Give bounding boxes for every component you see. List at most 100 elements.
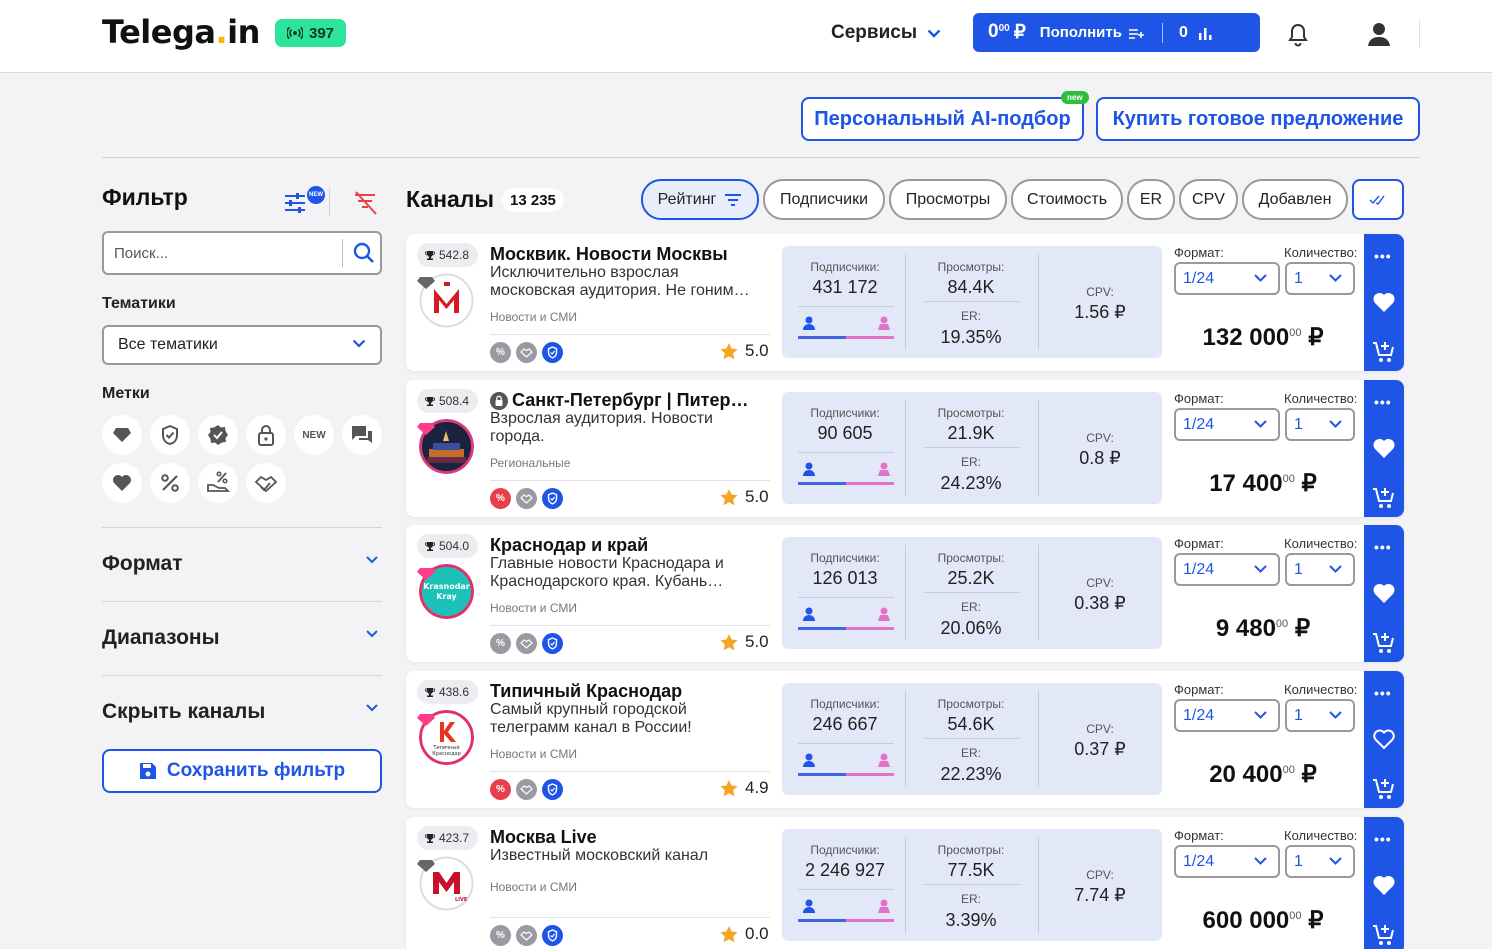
channel-card[interactable]: 438.6 Типичный Краснодар Типичный Краснод…: [406, 671, 1404, 808]
tag-hand-percent[interactable]: [198, 463, 238, 503]
format-select[interactable]: 1/24: [1174, 408, 1280, 441]
quantity-select[interactable]: 1: [1285, 845, 1355, 878]
subscribers-value: 90 605: [817, 423, 873, 443]
format-label: Формат:: [1174, 682, 1224, 697]
er-label: ER:: [960, 600, 981, 614]
sort-cost[interactable]: Стоимость: [1011, 179, 1123, 220]
channel-avatar[interactable]: LIVE: [419, 856, 474, 911]
tag-handshake[interactable]: [246, 463, 286, 503]
views-value: 21.9K: [947, 423, 995, 443]
channel-card[interactable]: 504.0 Krasnodar Kray Краснодар и край Гла…: [406, 525, 1404, 662]
handshake-icon: [254, 475, 278, 493]
channel-card[interactable]: 508.4 Санкт-Петербург | Питер… Взрослая …: [406, 380, 1404, 517]
sort-cpv[interactable]: CPV: [1179, 179, 1238, 220]
heart-icon[interactable]: [1372, 291, 1396, 313]
channel-card[interactable]: 542.8 Москвик. Новости Москвы Исключител…: [406, 234, 1404, 371]
sort-rating[interactable]: Рейтинг: [641, 179, 759, 220]
more-icon[interactable]: •••: [1374, 394, 1392, 410]
search-input[interactable]: [114, 243, 334, 263]
channel-name-text: Москвик. Новости Москвы: [490, 244, 728, 264]
services-menu[interactable]: Сервисы: [831, 22, 941, 44]
sort-added[interactable]: Добавлен: [1242, 179, 1348, 220]
add-to-cart-icon[interactable]: [1372, 631, 1396, 655]
sort-er[interactable]: ER: [1127, 179, 1175, 220]
buy-offer-button[interactable]: Купить готовое предложение: [1096, 97, 1420, 141]
er-value: 3.39%: [945, 910, 997, 930]
channel-card[interactable]: 423.7 LIVE Москва Live Известный московс…: [406, 817, 1404, 949]
stats-counter[interactable]: 0: [1179, 24, 1212, 42]
quantity-select[interactable]: 1: [1285, 408, 1355, 441]
views-value: 25.2K: [947, 568, 995, 588]
channel-name[interactable]: Москва Live: [490, 827, 770, 848]
sort-views[interactable]: Просмотры: [889, 179, 1007, 220]
format-select[interactable]: 1/24: [1174, 845, 1280, 878]
add-to-cart-icon[interactable]: [1372, 923, 1396, 947]
er-value: 22.23%: [940, 764, 1002, 784]
topup-button[interactable]: Пополнить: [1040, 24, 1146, 41]
quantity-select[interactable]: 1: [1285, 262, 1355, 295]
diamond-icon: [417, 423, 435, 435]
bell-icon[interactable]: [1286, 22, 1310, 48]
format-select[interactable]: 1/24: [1174, 699, 1280, 732]
tag-new[interactable]: NEW: [294, 415, 334, 455]
tag-lock[interactable]: [246, 415, 286, 455]
card-action-rail: •••: [1364, 525, 1404, 662]
tag-diamond[interactable]: [102, 415, 142, 455]
topics-select[interactable]: Все тематики: [102, 325, 382, 365]
format-value: 1/24: [1183, 853, 1215, 870]
save-filter-button[interactable]: Сохранить фильтр: [102, 749, 382, 793]
add-to-cart-icon[interactable]: [1372, 777, 1396, 801]
clear-filter-icon[interactable]: [353, 191, 379, 215]
sort-subscribers[interactable]: Подписчики: [763, 179, 885, 220]
tag-heart[interactable]: [102, 463, 142, 503]
cpv-value: 7.74 ₽: [1074, 885, 1126, 905]
diamond-icon: [417, 277, 435, 289]
ai-selection-button[interactable]: Персональный AI-подбор: [801, 97, 1084, 141]
channel-name[interactable]: Типичный Краснодар: [490, 681, 770, 702]
heart-icon[interactable]: [1372, 582, 1396, 604]
gender-bar: [798, 627, 894, 630]
ranges-section[interactable]: Диапазоны: [102, 601, 382, 675]
add-to-cart-icon[interactable]: [1372, 486, 1396, 510]
online-count: 397: [309, 24, 335, 42]
more-icon[interactable]: •••: [1374, 248, 1392, 264]
more-icon[interactable]: •••: [1374, 685, 1392, 701]
chevron-down-icon: [1254, 857, 1267, 865]
online-badge[interactable]: 397: [275, 19, 347, 47]
channel-name[interactable]: Москвик. Новости Москвы: [490, 244, 770, 265]
channel-avatar[interactable]: [419, 273, 474, 328]
topics-label: Тематики: [102, 295, 176, 312]
user-icon[interactable]: [1366, 21, 1392, 47]
format-section[interactable]: Формат: [102, 527, 382, 601]
tag-shield[interactable]: [150, 415, 190, 455]
channel-avatar[interactable]: Krasnodar Kray: [419, 564, 474, 619]
channel-avatar[interactable]: Типичный Краснодар: [419, 710, 474, 765]
quantity-select[interactable]: 1: [1285, 699, 1355, 732]
balance-amount[interactable]: 0 00 ₽: [988, 21, 1026, 43]
format-select[interactable]: 1/24: [1174, 553, 1280, 586]
heart-icon[interactable]: [1372, 437, 1396, 459]
add-to-cart-icon[interactable]: [1372, 340, 1396, 364]
channel-price: 9 48000 ₽: [1174, 614, 1352, 643]
hide-channels-section[interactable]: Скрыть каналы: [102, 675, 382, 749]
select-all-button[interactable]: [1352, 179, 1404, 220]
tag-verified[interactable]: [198, 415, 238, 455]
channel-avatar[interactable]: [419, 419, 474, 474]
format-select[interactable]: 1/24: [1174, 262, 1280, 295]
channel-name[interactable]: Краснодар и край: [490, 535, 770, 556]
quantity-select[interactable]: 1: [1285, 553, 1355, 586]
search-icon[interactable]: [352, 241, 376, 265]
cpv-label: CPV:: [1086, 576, 1114, 590]
heart-icon[interactable]: [1372, 874, 1396, 896]
more-icon[interactable]: •••: [1374, 831, 1392, 847]
tag-chat[interactable]: [342, 415, 382, 455]
tag-percent[interactable]: [150, 463, 190, 503]
heart-outline-icon[interactable]: [1372, 728, 1396, 750]
stats-divider: [1038, 837, 1039, 933]
filter-divider: [329, 188, 330, 216]
chevron-down-icon: [927, 29, 941, 38]
more-icon[interactable]: •••: [1374, 539, 1392, 555]
sliders-icon[interactable]: [283, 191, 307, 215]
logo[interactable]: Telega.in: [102, 13, 260, 51]
channel-name[interactable]: Санкт-Петербург | Питер…: [490, 390, 770, 411]
